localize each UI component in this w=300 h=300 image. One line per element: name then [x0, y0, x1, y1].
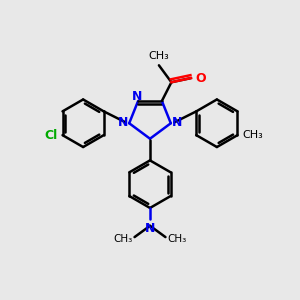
Text: CH₃: CH₃	[167, 234, 187, 244]
Text: CH₃: CH₃	[113, 234, 133, 244]
Text: N: N	[145, 222, 155, 235]
Text: CH₃: CH₃	[148, 51, 169, 61]
Text: Cl: Cl	[44, 129, 57, 142]
Text: CH₃: CH₃	[242, 130, 263, 140]
Text: N: N	[172, 116, 182, 129]
Text: N: N	[118, 116, 128, 129]
Text: O: O	[195, 72, 206, 85]
Text: N: N	[131, 90, 142, 103]
